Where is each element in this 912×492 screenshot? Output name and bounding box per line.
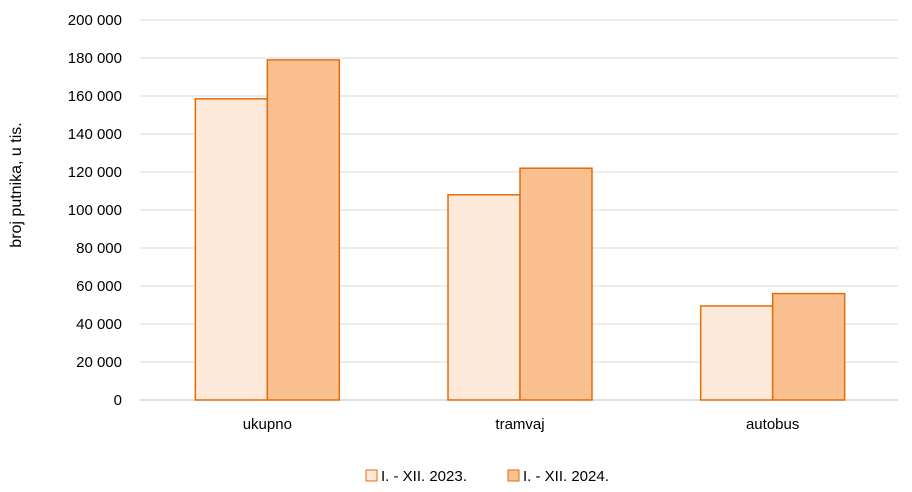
y-tick-label: 180 000 (68, 50, 122, 67)
bar-tramvaj-2 (519, 167, 593, 401)
bars (194, 59, 846, 401)
legend-label: I. - XII. 2024. (523, 468, 609, 485)
legend-swatch (365, 469, 378, 482)
x-tick-label: ukupno (243, 416, 292, 433)
bar-ukupno-1 (194, 98, 269, 401)
x-tick-label: tramvaj (495, 416, 544, 433)
bar-tramvaj-1 (447, 194, 521, 401)
bar-autobus-1 (699, 305, 774, 401)
y-tick-label: 140 000 (68, 126, 122, 143)
y-tick-label: 200 000 (68, 12, 122, 29)
x-tick-label: autobus (746, 416, 799, 433)
y-tick-label: 100 000 (68, 202, 122, 219)
y-tick-label: 160 000 (68, 88, 122, 105)
y-tick-label: 0 (114, 392, 122, 409)
y-axis-tick-labels: 0 20 000 40 000 60 000 80 000 100 000 120 000 1… (68, 12, 122, 409)
legend-label: I. - XII. 2023. (381, 468, 467, 485)
bar-ukupno-2 (266, 59, 341, 401)
y-tick-label: 80 000 (76, 240, 122, 257)
x-axis: ukupno tramvaj autobus (243, 416, 800, 433)
y-tick-label: 40 000 (76, 316, 122, 333)
y-tick-label: 20 000 (76, 354, 122, 371)
y-tick-label: 60 000 (76, 278, 122, 295)
legend: I. - XII. 2023. I. - XII. 2024. (365, 468, 609, 485)
bar-autobus-2 (771, 292, 846, 401)
legend-swatch (507, 469, 520, 482)
y-tick-label: 120 000 (68, 164, 122, 181)
y-axis-title: broj putnika, u tis. (8, 122, 25, 247)
